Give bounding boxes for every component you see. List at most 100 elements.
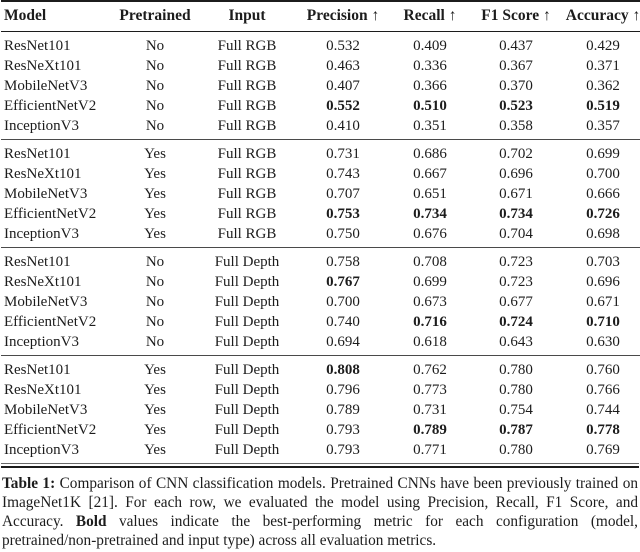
- table-row: InceptionV3 Yes Full RGB 0.750 0.676 0.704 0.6…: [1, 224, 640, 248]
- cell-pretrained: No: [145, 294, 165, 310]
- cell-pretrained: Yes: [144, 206, 166, 222]
- cell-f1: 0.696: [499, 166, 533, 182]
- cell-accuracy: 0.429: [586, 38, 620, 54]
- cell-accuracy: 0.362: [586, 78, 620, 94]
- cell-precision: 0.743: [326, 166, 360, 182]
- cell-input: Full RGB: [217, 78, 277, 94]
- cell-f1: 0.370: [499, 78, 533, 94]
- cell-recall: 0.651: [413, 186, 447, 202]
- cell-f1: 0.643: [499, 334, 533, 350]
- table-row: MobileNetV3 Yes Full Depth 0.789 0.731 0.754 0…: [1, 400, 640, 420]
- cell-pretrained: No: [145, 118, 165, 134]
- cell-model: EfficientNetV2: [4, 98, 97, 114]
- cell-model: MobileNetV3: [4, 78, 88, 94]
- table-row: InceptionV3 No Full RGB 0.410 0.351 0.358 0.35…: [1, 116, 640, 140]
- cell-model: ResNeXt101: [4, 166, 82, 182]
- cell-recall: 0.676: [413, 226, 447, 242]
- cell-precision: 0.694: [326, 334, 360, 350]
- table-row: ResNet101 No Full Depth 0.758 0.708 0.723 0.70…: [1, 247, 640, 272]
- cell-input: Full RGB: [217, 38, 277, 54]
- cell-f1: 0.780: [499, 442, 533, 458]
- cell-precision: 0.532: [326, 38, 360, 54]
- cell-pretrained: No: [145, 38, 165, 54]
- cell-f1: 0.702: [470, 139, 562, 164]
- cell-recall: 0.731: [413, 402, 447, 418]
- cell-input: Full Depth: [214, 314, 280, 330]
- column-header-recall: Recall ↑: [390, 1, 470, 32]
- cell-pretrained: No: [112, 247, 198, 272]
- cell-f1: 0.734: [499, 206, 533, 222]
- table-row: InceptionV3 Yes Full Depth 0.793 0.771 0.780 0…: [1, 440, 640, 463]
- cell-model: ResNet101: [1, 355, 112, 380]
- cell-precision: 0.552: [326, 98, 360, 114]
- column-header-precision: Precision ↑: [296, 1, 390, 32]
- cell-input: Full RGB: [217, 118, 277, 134]
- caption-text: values indicate the best-performing metr…: [2, 513, 638, 549]
- cell-recall: 0.409: [413, 38, 447, 54]
- cell-pretrained: No: [145, 78, 165, 94]
- cell-pretrained: No: [145, 58, 165, 74]
- cell-pretrained: Yes: [144, 402, 166, 418]
- column-header-accuracy: Accuracy ↑: [562, 1, 640, 32]
- cell-precision: 0.740: [326, 314, 360, 330]
- cell-model: InceptionV3: [4, 334, 79, 350]
- cell-f1: 0.780: [499, 382, 533, 398]
- cell-recall: 0.708: [390, 247, 470, 272]
- cell-input: Full RGB: [217, 226, 277, 242]
- table-row: ResNet101 Yes Full RGB 0.731 0.686 0.702 0.699: [1, 139, 640, 164]
- cell-model: EfficientNetV2: [4, 314, 97, 330]
- cell-accuracy: 0.630: [586, 334, 620, 350]
- cell-input: Full RGB: [217, 206, 277, 222]
- cell-accuracy: 0.710: [586, 314, 620, 330]
- table-row: MobileNetV3 No Full Depth 0.700 0.673 0.677 0.…: [1, 292, 640, 312]
- caption-bold-text: Table 1:: [2, 475, 60, 492]
- table-row: ResNeXt101 Yes Full RGB 0.743 0.667 0.696 0.70…: [1, 164, 640, 184]
- cell-model: ResNet101: [1, 247, 112, 272]
- cell-input: Full Depth: [198, 247, 296, 272]
- cell-accuracy: 0.666: [586, 186, 620, 202]
- cell-input: Full Depth: [214, 442, 280, 458]
- cell-recall: 0.510: [413, 98, 447, 114]
- cell-model: EfficientNetV2: [4, 206, 97, 222]
- cell-f1: 0.437: [499, 38, 533, 54]
- cell-accuracy: 0.699: [562, 139, 640, 164]
- cell-precision: 0.793: [326, 422, 360, 438]
- cell-precision: 0.750: [326, 226, 360, 242]
- cell-accuracy: 0.760: [562, 355, 640, 380]
- cell-f1: 0.723: [470, 247, 562, 272]
- table-row: ResNeXt101 No Full RGB 0.463 0.336 0.367 0.371: [1, 56, 640, 76]
- cell-f1: 0.723: [499, 274, 533, 290]
- cell-pretrained: Yes: [112, 139, 198, 164]
- cell-accuracy: 0.726: [586, 206, 620, 222]
- cell-model: InceptionV3: [4, 442, 79, 458]
- cell-precision: 0.796: [326, 382, 360, 398]
- cell-pretrained: No: [145, 274, 165, 290]
- cell-input: Full Depth: [214, 294, 280, 310]
- cell-f1: 0.671: [499, 186, 533, 202]
- cell-precision: 0.753: [326, 206, 360, 222]
- cell-accuracy: 0.778: [586, 422, 620, 438]
- cell-accuracy: 0.700: [586, 166, 620, 182]
- cell-input: Full Depth: [214, 402, 280, 418]
- cell-accuracy: 0.519: [586, 98, 620, 114]
- table-row: ResNet101 No Full RGB 0.532 0.409 0.437 0.429: [1, 32, 640, 57]
- cell-f1: 0.704: [499, 226, 533, 242]
- cell-pretrained: Yes: [144, 186, 166, 202]
- cell-accuracy: 0.744: [586, 402, 620, 418]
- cell-pretrained: No: [145, 334, 165, 350]
- results-table: Model Pretrained Input Precision ↑ Recall ↑ F…: [1, 0, 640, 463]
- cell-recall: 0.699: [413, 274, 447, 290]
- cell-input: Full RGB: [217, 58, 277, 74]
- cell-model: MobileNetV3: [4, 294, 88, 310]
- cell-recall: 0.667: [413, 166, 447, 182]
- caption-bold-text: Bold: [75, 513, 107, 530]
- cell-model: EfficientNetV2: [4, 422, 97, 438]
- cell-precision: 0.758: [296, 247, 390, 272]
- cell-input: Full Depth: [214, 422, 280, 438]
- cell-f1: 0.754: [499, 402, 533, 418]
- cell-precision: 0.407: [326, 78, 360, 94]
- cell-accuracy: 0.703: [562, 247, 640, 272]
- cell-precision: 0.767: [326, 274, 360, 290]
- cell-model: MobileNetV3: [4, 186, 88, 202]
